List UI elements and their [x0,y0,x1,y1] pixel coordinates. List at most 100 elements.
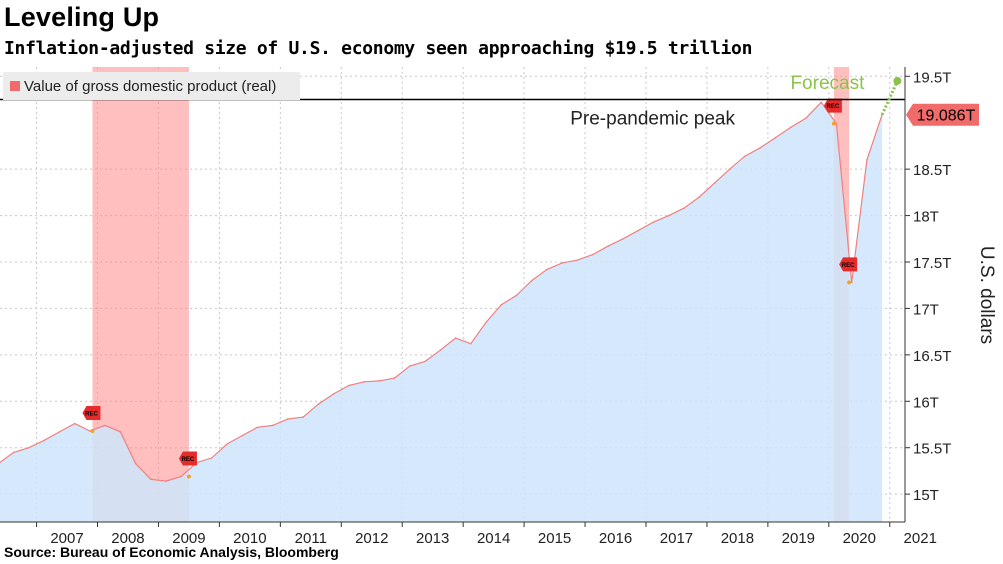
gdp-point [683,207,685,209]
rec-marker: REC [82,406,101,420]
gdp-point [363,380,365,383]
gdp-point [454,337,457,339]
rec-marker-text: REC [182,457,195,463]
gdp-point [287,418,289,420]
gdp-point [73,422,76,425]
gdp-point [58,431,61,433]
gdp-point [576,259,579,261]
legend-label: Value of gross domestic product (real) [24,78,276,95]
gdp-point [607,245,609,248]
x-tick-label: 2010 [233,530,266,547]
rec-marker-tag [823,98,842,113]
source-note: Source: Bureau of Economic Analysis, Blo… [4,544,339,560]
rec-marker-tag [839,257,858,272]
gdp-point [28,446,30,449]
x-tick-label: 2015 [538,530,571,547]
rec-marker: REC [178,451,197,466]
gdp-point [515,294,518,297]
legend-box [3,72,300,100]
x-tick-label: 2016 [599,530,632,547]
gdp-point [652,221,655,223]
gdp-point [820,101,823,104]
gdp-point [134,462,137,465]
gdp-point [866,159,868,161]
x-tick-label: 2007 [50,530,83,547]
gdp-point [256,426,259,429]
rec-marker-tag [178,451,197,466]
gdp-point [180,475,183,478]
x-tick-label: 2018 [721,530,754,547]
gdp-point [850,281,853,284]
gdp-point [561,262,563,264]
recession-point [831,121,836,126]
gdp-point [637,229,640,232]
gdp-point [378,380,381,382]
gdp-point [332,393,335,395]
gdp-area-fill [0,102,883,522]
x-tick-label: 2009 [172,530,205,547]
legend: Value of gross domestic product (real) [3,72,300,100]
gdp-point [89,430,91,432]
gdp-point [210,457,213,459]
x-tick-label: 2008 [111,530,144,547]
gdp-point [546,268,548,271]
last-value-tag-bg [906,103,979,126]
gdp-point [789,126,792,129]
x-tick-label: 2021 [904,530,937,547]
gdp-point [348,384,350,387]
gdp-point [485,321,487,324]
chart-title: Leveling Up [4,2,160,32]
x-tick-label: 2017 [660,530,693,547]
gdp-point [241,434,244,437]
x-tick-label: 2020 [843,530,876,547]
gdp-point [43,439,45,442]
gdp-point [150,478,152,481]
gdp-point [622,237,624,240]
y-axis-label: U.S. dollars [976,246,997,344]
y-tick-label: 15.5T [913,441,951,458]
forecast-label: Forecast [790,73,865,94]
x-tick-label: 2012 [355,530,388,547]
y-tick-label: 17T [913,301,939,318]
gdp-point [698,196,701,198]
gdp-point [104,424,106,427]
gdp-point [591,253,594,256]
x-tick-label: 2019 [782,530,815,547]
gdp-point [805,117,807,119]
gdp-point [165,480,167,482]
gdp-point [393,377,396,379]
y-tick-label: 18.5T [913,162,951,179]
axes: 15T 15.5T 16T 16.5T 17T 17.5T 18T 18.5T 19.5T 200… [0,67,951,547]
rec-marker-text: REC [85,412,98,418]
gdp-point [530,279,533,282]
rec-marker-tag [82,406,101,420]
gdp-point [424,360,426,363]
gdp-point [835,122,838,125]
gdp-point [317,403,320,405]
last-value-tag-text: 19.086T [917,108,976,125]
gdp-point [226,443,228,445]
rec-marker: REC [823,98,842,113]
y-tick-label: 16.5T [913,348,951,365]
y-tick-label: 16T [913,394,939,411]
y-tick-label: 18T [913,209,939,226]
pre-pandemic-peak-label: Pre-pandemic peak [570,109,735,130]
y-tick-label: 17.5T [913,255,951,272]
gdp-point [439,349,442,352]
rec-marker-text: REC [827,104,840,110]
gdp-point [500,303,503,306]
recession-point [186,474,191,479]
y-tick-label: 19.5T [913,69,951,86]
legend-swatch [10,81,20,91]
gdp-point [713,182,716,184]
gdp-point [119,431,122,433]
rec-marker: REC [839,257,858,272]
gdp-point [744,155,746,157]
gdp-point [668,214,670,217]
y-tick-label: 15T [913,487,939,504]
gdp-point [271,424,274,427]
gdp-point [774,136,777,139]
chart-subtitle: Inflation-adjusted size of U.S. economy … [4,38,753,59]
gdp-point [469,342,472,345]
